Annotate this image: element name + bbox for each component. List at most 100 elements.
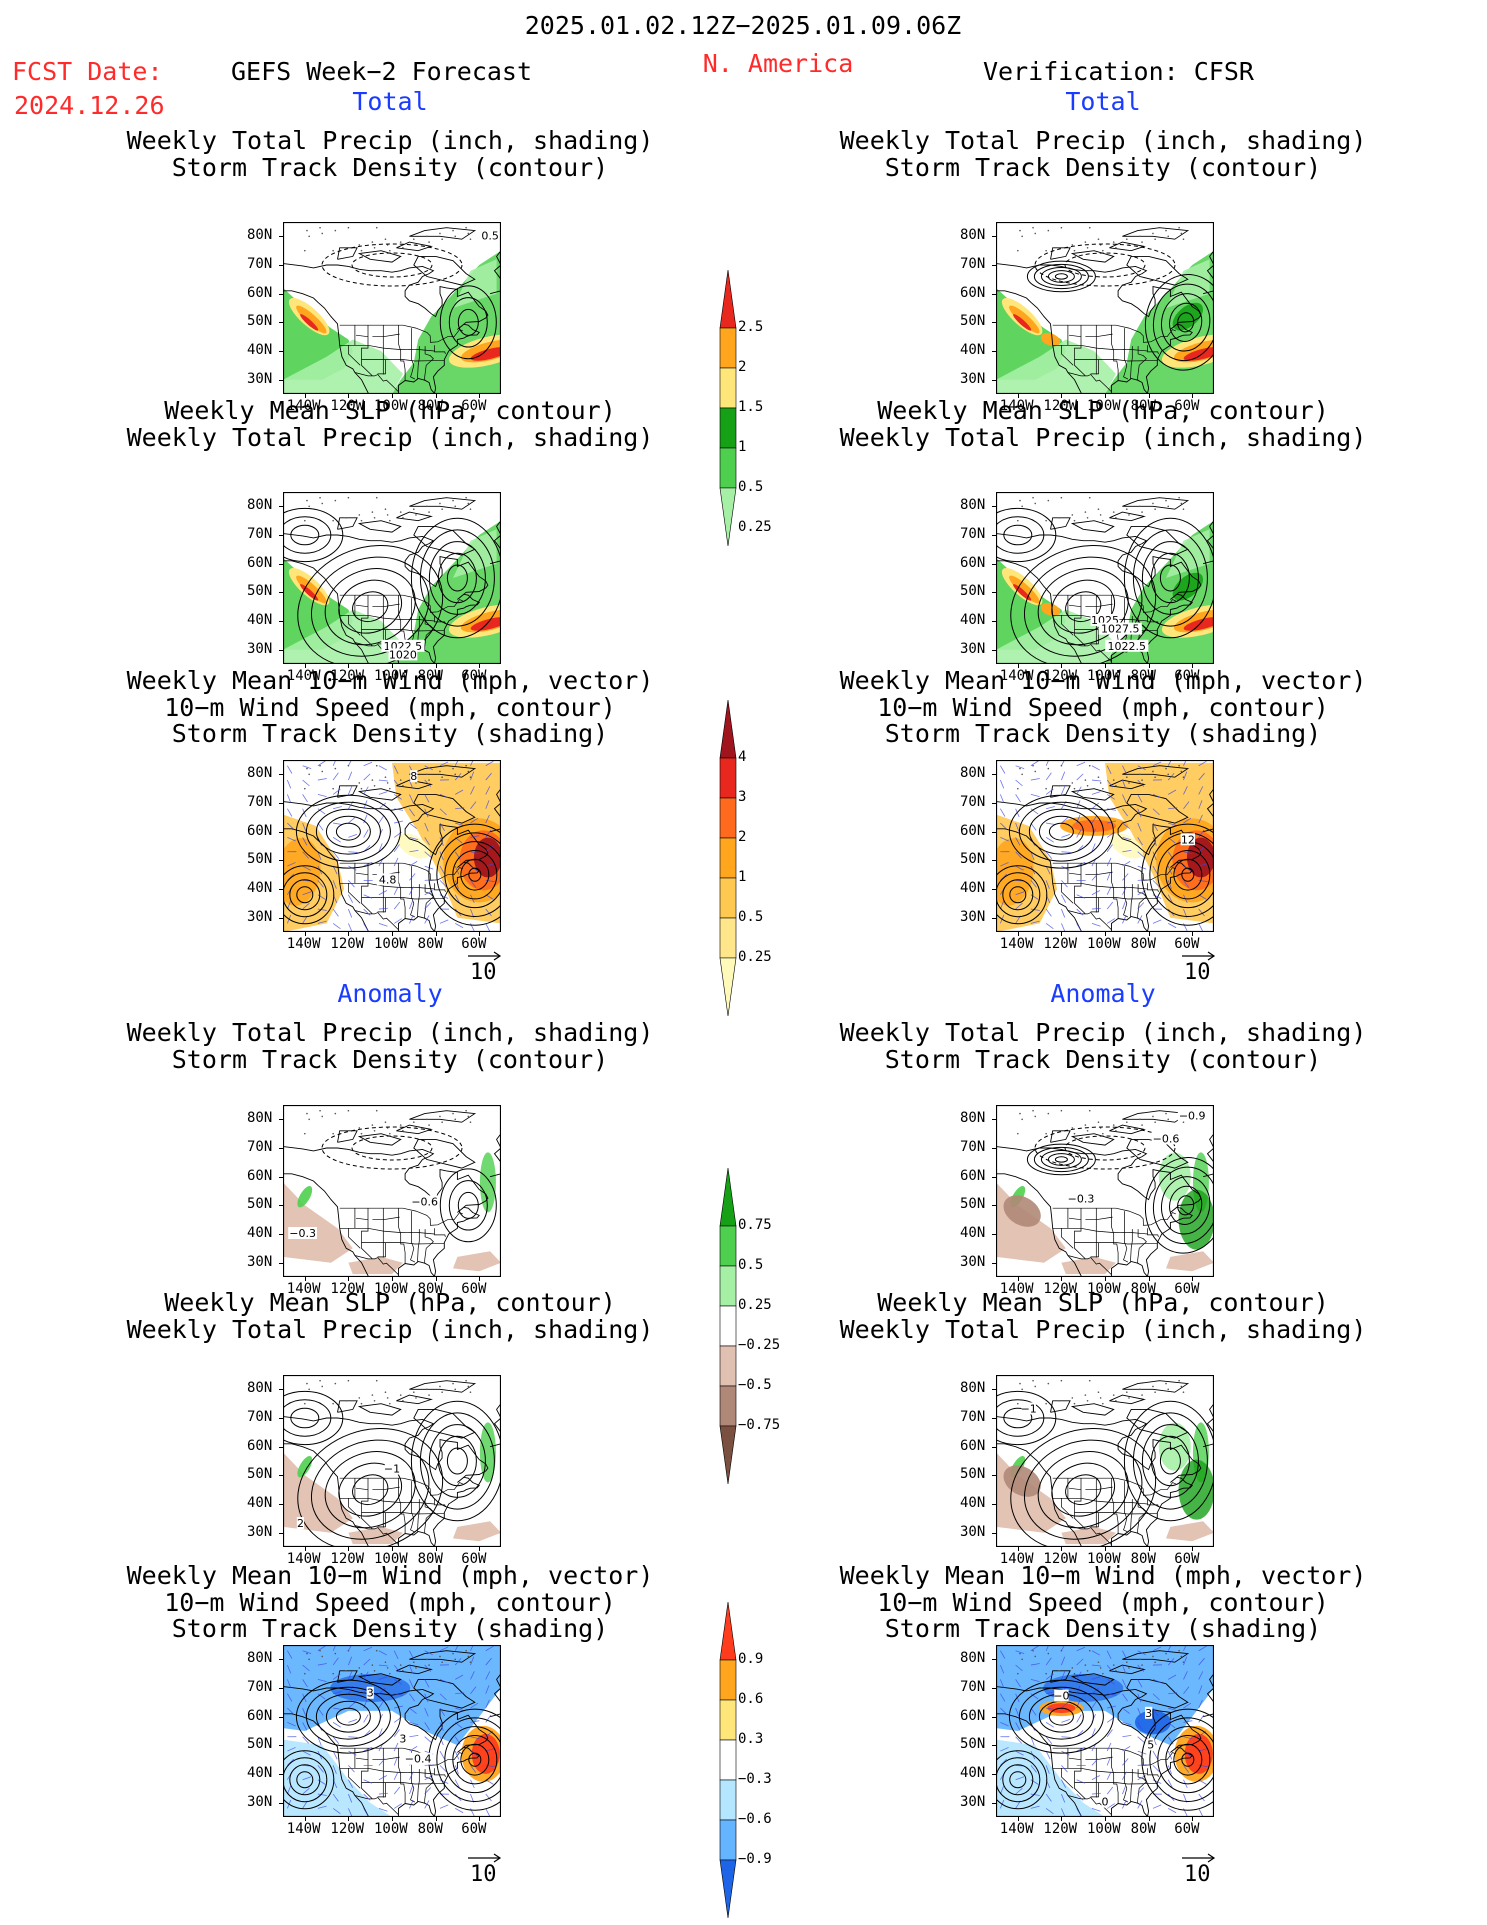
dot-marker xyxy=(413,1661,415,1663)
state-boundary xyxy=(1137,1229,1147,1264)
wind-vector xyxy=(1091,873,1099,881)
wind-vector xyxy=(1107,1693,1117,1696)
dot-marker xyxy=(1021,1388,1023,1391)
dot-marker xyxy=(428,241,430,243)
dot-marker xyxy=(399,511,402,513)
coastline xyxy=(996,1686,1202,1817)
contour-label: 0.5 xyxy=(481,229,499,242)
lon-tick xyxy=(1017,1817,1019,1821)
lon-tick xyxy=(1148,1277,1150,1281)
dot-marker xyxy=(332,249,334,252)
contour-line xyxy=(436,832,501,917)
state-boundary xyxy=(410,866,416,918)
dot-marker xyxy=(334,1382,337,1385)
dot-marker xyxy=(1165,499,1167,502)
wind-vector xyxy=(1168,807,1178,810)
shading-blob xyxy=(1183,617,1214,631)
lon-tick-label: 60W xyxy=(461,1821,487,1837)
state-boundary xyxy=(410,1481,416,1533)
wind-vector xyxy=(485,1645,494,1652)
contour-line xyxy=(996,865,1048,925)
lat-tick xyxy=(279,803,283,804)
state-boundary xyxy=(1130,346,1133,379)
state-boundary xyxy=(1068,872,1082,876)
dot-marker xyxy=(334,499,337,502)
wind-vector xyxy=(378,1664,388,1667)
dot-marker xyxy=(1154,1121,1156,1123)
fcst-date-value: 2024.12.26 xyxy=(14,91,165,120)
wind-vector xyxy=(1122,794,1127,803)
wind-vector xyxy=(1122,1746,1131,1752)
lat-tick xyxy=(279,774,283,776)
wind-vector xyxy=(1091,815,1098,824)
island-outline xyxy=(1126,1678,1189,1709)
dot-marker xyxy=(306,229,308,232)
lat-tick-label: 80N xyxy=(247,227,273,244)
dot-marker xyxy=(439,1655,441,1658)
wind-vector xyxy=(1061,760,1065,766)
dot-marker xyxy=(1021,505,1023,508)
wind-vector xyxy=(317,1679,327,1682)
dot-marker xyxy=(1112,1664,1115,1666)
wind-vector xyxy=(1076,1671,1082,1680)
wind-vector xyxy=(287,765,293,774)
wind-vector xyxy=(1198,908,1205,917)
dot-marker xyxy=(1019,767,1021,770)
contour-line xyxy=(283,1757,328,1803)
dot-marker xyxy=(469,1121,472,1123)
wind-vector xyxy=(409,837,419,841)
colorbar-label: 2.5 xyxy=(738,319,764,335)
state-boundary xyxy=(372,1756,400,1761)
colorbar-swatch xyxy=(719,1385,737,1427)
lon-tick-label: 60W xyxy=(1174,668,1200,684)
wind-vector xyxy=(1091,923,1101,927)
wind-vector xyxy=(1030,920,1040,924)
colorbar-label: 0.3 xyxy=(738,1731,764,1747)
wind-vector xyxy=(393,794,402,800)
wind-vector xyxy=(999,1664,1005,1674)
lat-tick xyxy=(279,236,283,238)
coastline xyxy=(996,1416,1202,1547)
wind-vector xyxy=(1198,1645,1207,1652)
lat-tick-label: 40N xyxy=(960,342,986,358)
shading-area xyxy=(1166,529,1210,578)
wind-vector xyxy=(424,1693,429,1703)
contour-line xyxy=(1048,822,1074,841)
state-boundary xyxy=(1052,344,1148,352)
contour-line xyxy=(996,872,1041,918)
colorbar-swatch xyxy=(719,327,737,369)
colorbar-label: 3 xyxy=(738,789,747,805)
shading-blob xyxy=(479,1152,496,1213)
map-frame xyxy=(996,492,1214,664)
state-boundary xyxy=(434,615,446,625)
coastline xyxy=(283,1416,489,1547)
wind-vector xyxy=(439,1736,444,1746)
wind-vector xyxy=(485,1779,494,1785)
wind-vector xyxy=(1045,1645,1050,1651)
shading-area xyxy=(453,1521,501,1542)
dot-marker xyxy=(441,508,443,510)
lon-tick-label: 120W xyxy=(330,1551,365,1567)
wind-vector xyxy=(302,837,308,846)
wind-vector xyxy=(1106,779,1114,788)
shading-blob xyxy=(479,1422,496,1483)
dot-marker xyxy=(332,1132,334,1135)
wind-vector xyxy=(348,1645,352,1651)
colorbar-swatch xyxy=(719,699,737,759)
wind-vector xyxy=(1030,1707,1037,1716)
forecast-period: 2025.01.02.12Z−2025.01.09.06Z xyxy=(524,11,962,40)
lat-tick-label: 30N xyxy=(960,370,986,387)
contour-line xyxy=(1065,591,1102,623)
lon-tick-label: 60W xyxy=(1174,1281,1200,1297)
vector-ref-value: 10 xyxy=(1184,960,1211,985)
lon-tick xyxy=(1192,394,1194,398)
wind-vector xyxy=(1152,865,1158,875)
coastline xyxy=(283,560,370,664)
wind-vector xyxy=(1183,760,1187,766)
wind-vector xyxy=(999,779,1005,789)
island-outline xyxy=(1070,1133,1115,1146)
map-frame xyxy=(283,1105,501,1277)
lat-tick-label: 60N xyxy=(960,1707,986,1724)
wind-vector xyxy=(363,894,373,899)
